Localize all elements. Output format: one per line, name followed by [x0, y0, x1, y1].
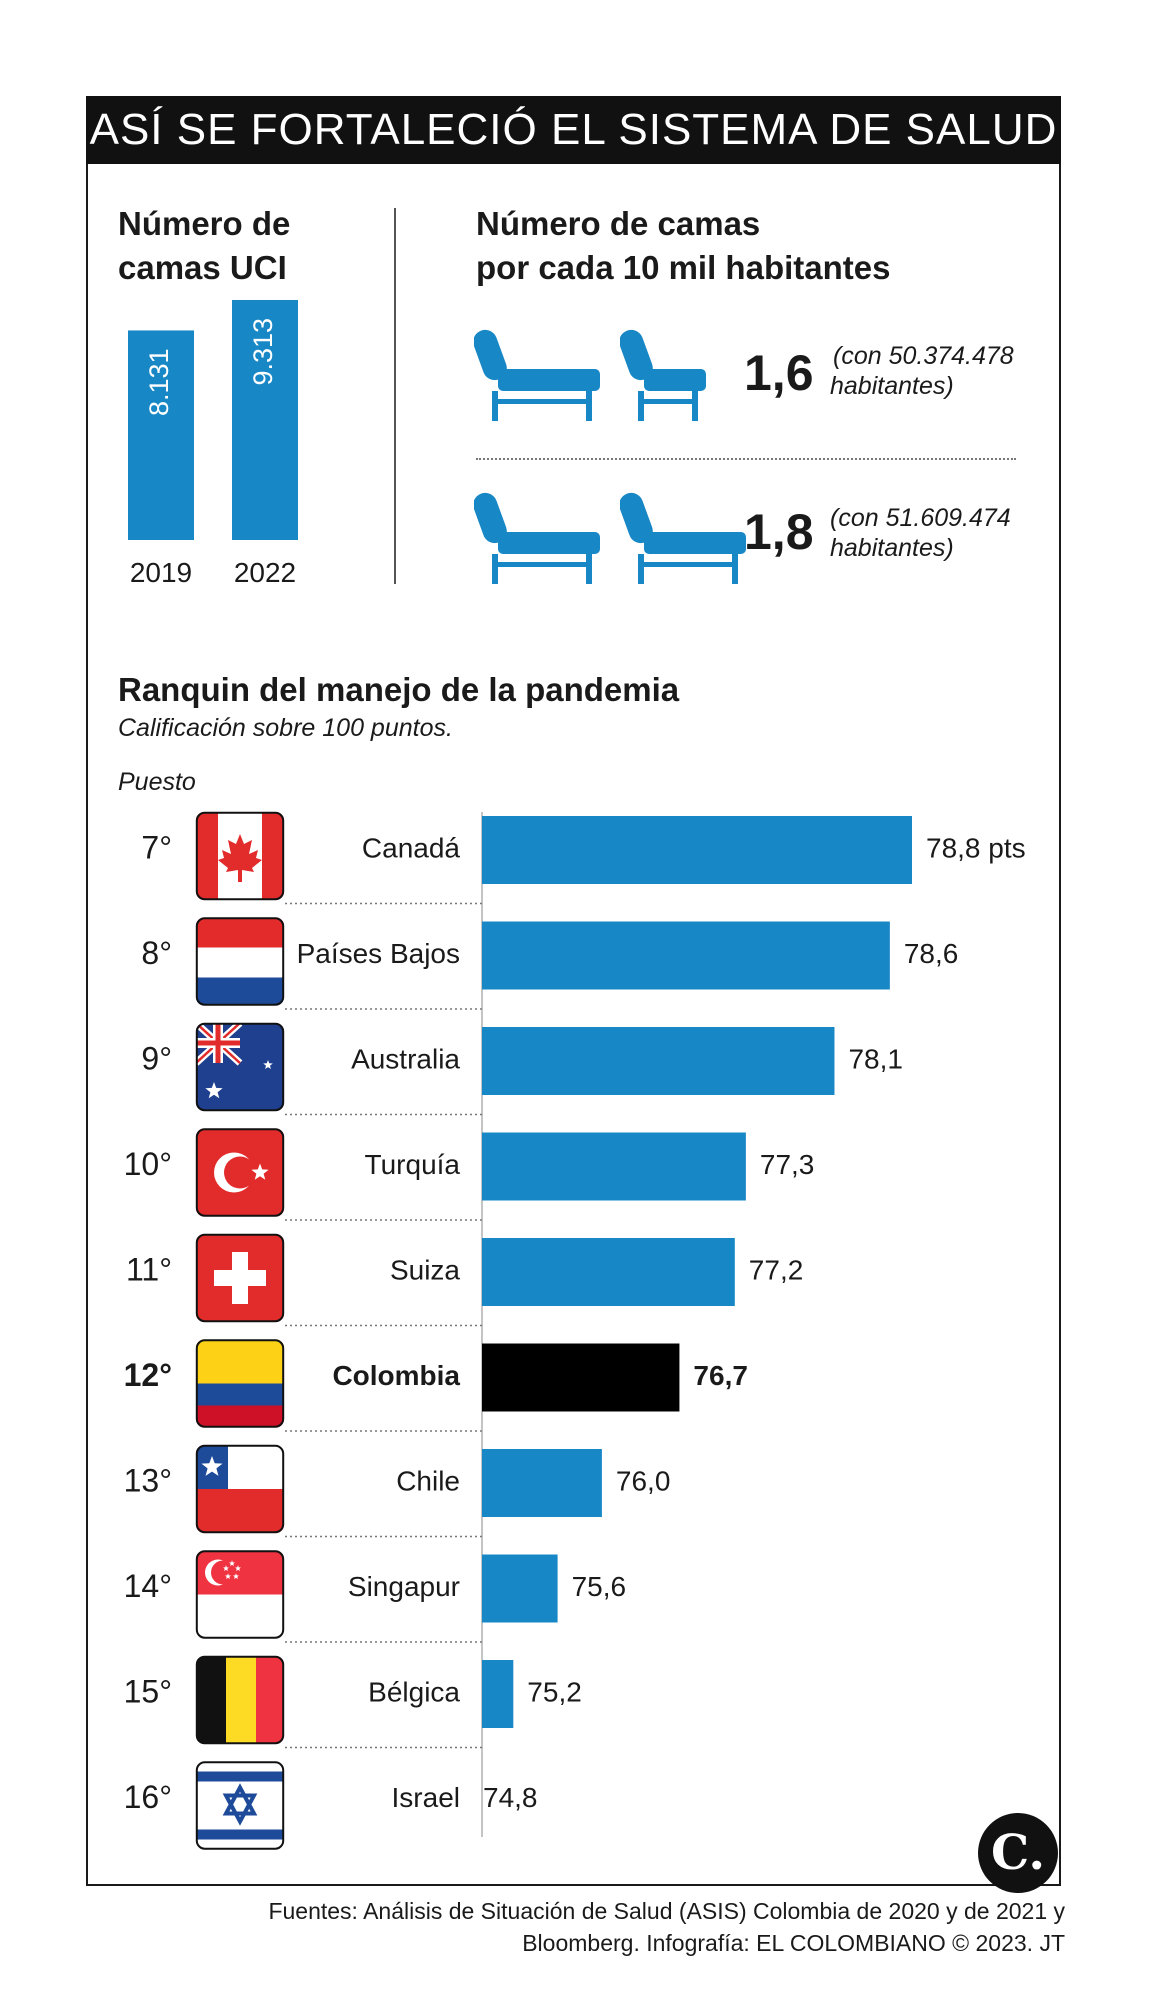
beds-2022-value: 1,8: [744, 504, 814, 560]
country-label: Colombia: [332, 1360, 460, 1391]
rank-value-label: 78,8 pts: [926, 832, 1026, 863]
country-label: Bélgica: [368, 1676, 460, 1707]
israel-flag-icon: [195, 1761, 285, 1850]
singapore-flag-icon: [195, 1550, 285, 1639]
chile-flag-icon: [195, 1444, 285, 1534]
rank-label: 10°: [124, 1146, 172, 1182]
beds-2022-note-line2: habitantes): [830, 534, 954, 562]
canada-flag-icon: [195, 811, 285, 901]
hospital-bed-icon: [620, 329, 706, 421]
uci-year-label: 2022: [234, 557, 296, 588]
rank-label: 12°: [124, 1357, 172, 1393]
rank-bar: [482, 1238, 735, 1306]
uci-bar-2022: [232, 299, 298, 540]
rank-value-label: 77,2: [749, 1254, 804, 1285]
hospital-bed-icon: [474, 492, 600, 584]
rank-bar: [482, 1027, 835, 1095]
source-line-1: Fuentes: Análisis de Situación de Salud …: [268, 1898, 1065, 1924]
rank-value-label: 78,1: [848, 1043, 903, 1074]
uci-year-label: 2019: [130, 557, 192, 588]
australia-flag-icon: [195, 1022, 285, 1112]
uci-bar-2019: [128, 330, 194, 540]
rank-bar: [482, 1554, 558, 1623]
country-label: Australia: [351, 1043, 460, 1074]
rank-label: 16°: [124, 1779, 172, 1815]
netherlands-flag-icon: [195, 917, 285, 1006]
uci-bar-chart: 8.131 2019 9.313 2022: [128, 299, 298, 588]
country-label: Singapur: [348, 1571, 460, 1602]
rank-header: Puesto: [118, 768, 196, 796]
country-label: Suiza: [390, 1254, 460, 1285]
rank-value-label: 76,0: [616, 1465, 671, 1496]
rank-value-label: 76,7: [693, 1360, 748, 1391]
uci-title-line1: Número de: [118, 205, 291, 242]
switzerland-flag-icon: [195, 1233, 285, 1323]
hospital-bed-icon: [620, 492, 746, 584]
country-label: Países Bajos: [297, 938, 460, 969]
rank-bar: [482, 921, 890, 990]
rank-label: 9°: [141, 1040, 172, 1076]
rank-value-label: 75,2: [527, 1676, 582, 1707]
rank-bar: [482, 816, 912, 884]
hospital-bed-icon: [474, 329, 600, 421]
rank-bar: [482, 1449, 602, 1517]
section-divider: [394, 208, 396, 584]
uci-title-line2: camas UCI: [118, 249, 287, 286]
rank-value-label: 75,6: [572, 1571, 627, 1602]
country-label: Israel: [392, 1782, 460, 1813]
turkey-flag-icon: [195, 1128, 285, 1217]
colombia-flag-icon: [195, 1339, 285, 1428]
beds-separator: [476, 458, 1016, 460]
rank-label: 15°: [124, 1673, 172, 1709]
rank-label: 13°: [124, 1462, 172, 1498]
source-footer: Fuentes: Análisis de Situación de Salud …: [268, 1895, 1065, 1959]
country-label: Turquía: [365, 1149, 461, 1180]
rank-bar: [482, 1132, 746, 1201]
page-title: ASÍ SE FORTALECIÓ EL SISTEMA DE SALUD: [86, 96, 1061, 164]
rank-label: 11°: [126, 1251, 172, 1287]
uci-bar-label: 8.131: [144, 348, 174, 416]
beds-2022-note-line1: (con 51.609.474: [830, 504, 1011, 532]
country-label: Chile: [396, 1465, 460, 1496]
ranking-bar-chart: 7° Canadá 78,8 pts 8° Países Bajos 78,6 9° Aust…: [124, 811, 1026, 1850]
beds-2019-note-line1: (con 50.374.478: [833, 342, 1014, 370]
rank-value-label: 74,8: [483, 1782, 538, 1813]
uci-bar-label: 9.313: [248, 318, 278, 386]
source-line-2: Bloomberg. Infografía: EL COLOMBIANO © 2…: [522, 1930, 1065, 1956]
ranking-title: Ranquin del manejo de la pandemia: [118, 671, 680, 708]
el-colombiano-logo: C.: [978, 1813, 1058, 1893]
beds-title-line1: Número de camas: [476, 205, 761, 242]
ranking-subtitle: Calificación sobre 100 puntos.: [118, 714, 453, 742]
rank-bar: [482, 1343, 680, 1412]
beds-2019-value: 1,6: [744, 345, 814, 401]
belgium-flag-icon: [195, 1655, 285, 1745]
country-label: Canadá: [362, 832, 461, 863]
rank-value-label: 77,3: [760, 1149, 815, 1180]
rank-value-label: 78,6: [904, 938, 959, 969]
beds-2019-note-line2: habitantes): [830, 372, 954, 400]
rank-label: 7°: [141, 829, 172, 865]
beds-title-line2: por cada 10 mil habitantes: [476, 249, 891, 286]
rank-label: 14°: [124, 1568, 172, 1604]
rank-bar: [482, 1660, 514, 1728]
rank-label: 8°: [141, 935, 172, 971]
